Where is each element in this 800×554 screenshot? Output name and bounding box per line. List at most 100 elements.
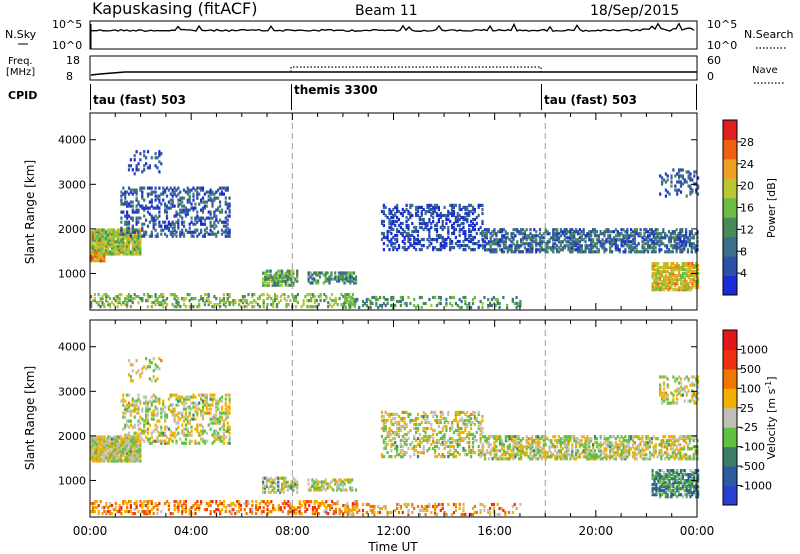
data-cell	[647, 240, 650, 244]
data-cell	[531, 244, 534, 248]
data-cell	[650, 242, 653, 246]
data-cell	[424, 225, 427, 230]
data-cell	[445, 297, 448, 302]
data-cell	[451, 223, 454, 228]
data-cell	[164, 204, 167, 208]
data-cell	[483, 248, 487, 252]
data-cell	[122, 443, 125, 447]
data-cell	[243, 305, 246, 309]
data-cell	[499, 240, 502, 244]
data-cell	[198, 192, 201, 196]
data-cell	[112, 236, 115, 240]
data-cell	[405, 215, 408, 220]
data-cell	[322, 281, 325, 285]
data-cell	[399, 418, 402, 423]
data-cell	[420, 414, 423, 419]
data-cell	[313, 301, 316, 305]
data-cell	[105, 244, 108, 248]
data-cell	[689, 264, 692, 268]
data-cell	[415, 237, 418, 242]
data-cell	[112, 248, 115, 252]
data-cell	[652, 246, 655, 250]
data-cell	[135, 218, 138, 222]
data-cell	[137, 451, 140, 455]
data-cell	[289, 504, 292, 508]
data-cell	[626, 244, 629, 248]
data-cell	[525, 248, 528, 252]
data-cell	[137, 252, 140, 256]
data-cell	[245, 299, 248, 303]
data-cell	[198, 433, 201, 437]
data-cell	[399, 295, 402, 300]
data-cell	[435, 248, 439, 252]
data-cell	[468, 227, 471, 232]
data-cell	[131, 363, 134, 367]
data-cell	[150, 413, 153, 417]
data-cell	[93, 248, 96, 252]
data-cell	[685, 244, 688, 248]
data-cell	[220, 220, 224, 224]
data-cell	[141, 417, 144, 421]
data-cell	[256, 508, 260, 512]
data-cell	[447, 412, 450, 416]
data-cell	[557, 250, 561, 254]
colorbar-tick-label: 20	[740, 180, 754, 193]
data-cell	[135, 228, 138, 232]
data-cell	[146, 419, 150, 423]
data-cell	[328, 281, 331, 285]
data-cell	[99, 435, 102, 439]
data-cell	[386, 442, 389, 447]
data-cell	[454, 217, 457, 222]
data-cell	[454, 235, 457, 240]
data-cell	[382, 211, 385, 216]
data-cell	[460, 227, 463, 232]
data-cell	[416, 436, 420, 441]
data-cell	[112, 228, 115, 232]
data-cell	[156, 206, 159, 210]
data-cell	[458, 430, 461, 435]
data-cell	[205, 411, 208, 415]
data-cell	[693, 270, 696, 274]
data-cell	[95, 459, 98, 463]
data-cell	[118, 230, 121, 234]
data-cell	[194, 409, 197, 413]
data-cell	[510, 232, 513, 236]
data-cell	[188, 208, 191, 212]
data-cell	[219, 411, 222, 415]
data-cell	[93, 244, 96, 248]
data-cell	[224, 196, 227, 200]
data-cell	[394, 303, 397, 308]
data-cell	[226, 415, 229, 419]
data-cell	[150, 295, 153, 299]
data-cell	[265, 283, 268, 287]
data-cell	[230, 510, 233, 514]
data-cell	[150, 508, 153, 512]
data-cell	[203, 293, 206, 297]
data-cell	[232, 303, 235, 307]
data-cell	[122, 248, 125, 252]
data-cell	[107, 242, 110, 246]
data-cell	[282, 486, 285, 490]
data-cell	[131, 228, 134, 232]
data-cell	[510, 244, 513, 248]
data-cell	[222, 504, 225, 508]
data-cell	[521, 250, 525, 254]
data-cell	[99, 242, 102, 246]
data-cell	[382, 426, 385, 431]
data-cell	[217, 401, 220, 405]
data-cell	[124, 451, 127, 455]
data-cell	[692, 246, 695, 250]
data-cell	[681, 280, 684, 284]
data-cell	[498, 301, 501, 306]
data-cell	[322, 484, 325, 488]
data-cell	[337, 279, 341, 283]
data-cell	[428, 446, 431, 451]
data-cell	[120, 459, 123, 463]
data-cell	[501, 228, 504, 232]
data-cell	[661, 288, 664, 292]
data-cell	[458, 205, 461, 209]
data-cell	[200, 411, 203, 415]
data-cell	[496, 301, 499, 306]
data-cell	[120, 508, 123, 512]
data-cell	[105, 502, 108, 506]
